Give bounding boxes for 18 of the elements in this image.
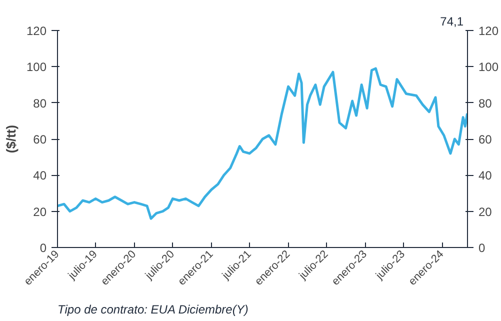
- y2-tick-label: 40: [478, 168, 492, 183]
- y-tick-label: 100: [26, 60, 47, 74]
- y2-tick-label: 0: [478, 241, 486, 255]
- y2-tick-label: 120: [478, 24, 499, 38]
- y-tick-label: 60: [33, 132, 47, 146]
- y-tick-label: 40: [33, 168, 47, 183]
- y-tick-label: 120: [26, 24, 47, 38]
- y2-tick-label: 20: [478, 204, 492, 219]
- y2-tick-label: 60: [478, 132, 492, 146]
- y2-tick-label: 80: [478, 96, 492, 110]
- y-tick-label: 0: [40, 241, 47, 255]
- y2-tick-label: 100: [478, 60, 499, 74]
- y-tick-label: 20: [33, 204, 47, 219]
- line-series: [58, 67, 468, 220]
- y-tick-label: 80: [33, 96, 47, 110]
- y-axis-title: ($/tt): [3, 124, 18, 154]
- text: 74,1: [440, 14, 464, 28]
- text: Tipo de contrato: EUA Diciembre(Y): [58, 302, 248, 316]
